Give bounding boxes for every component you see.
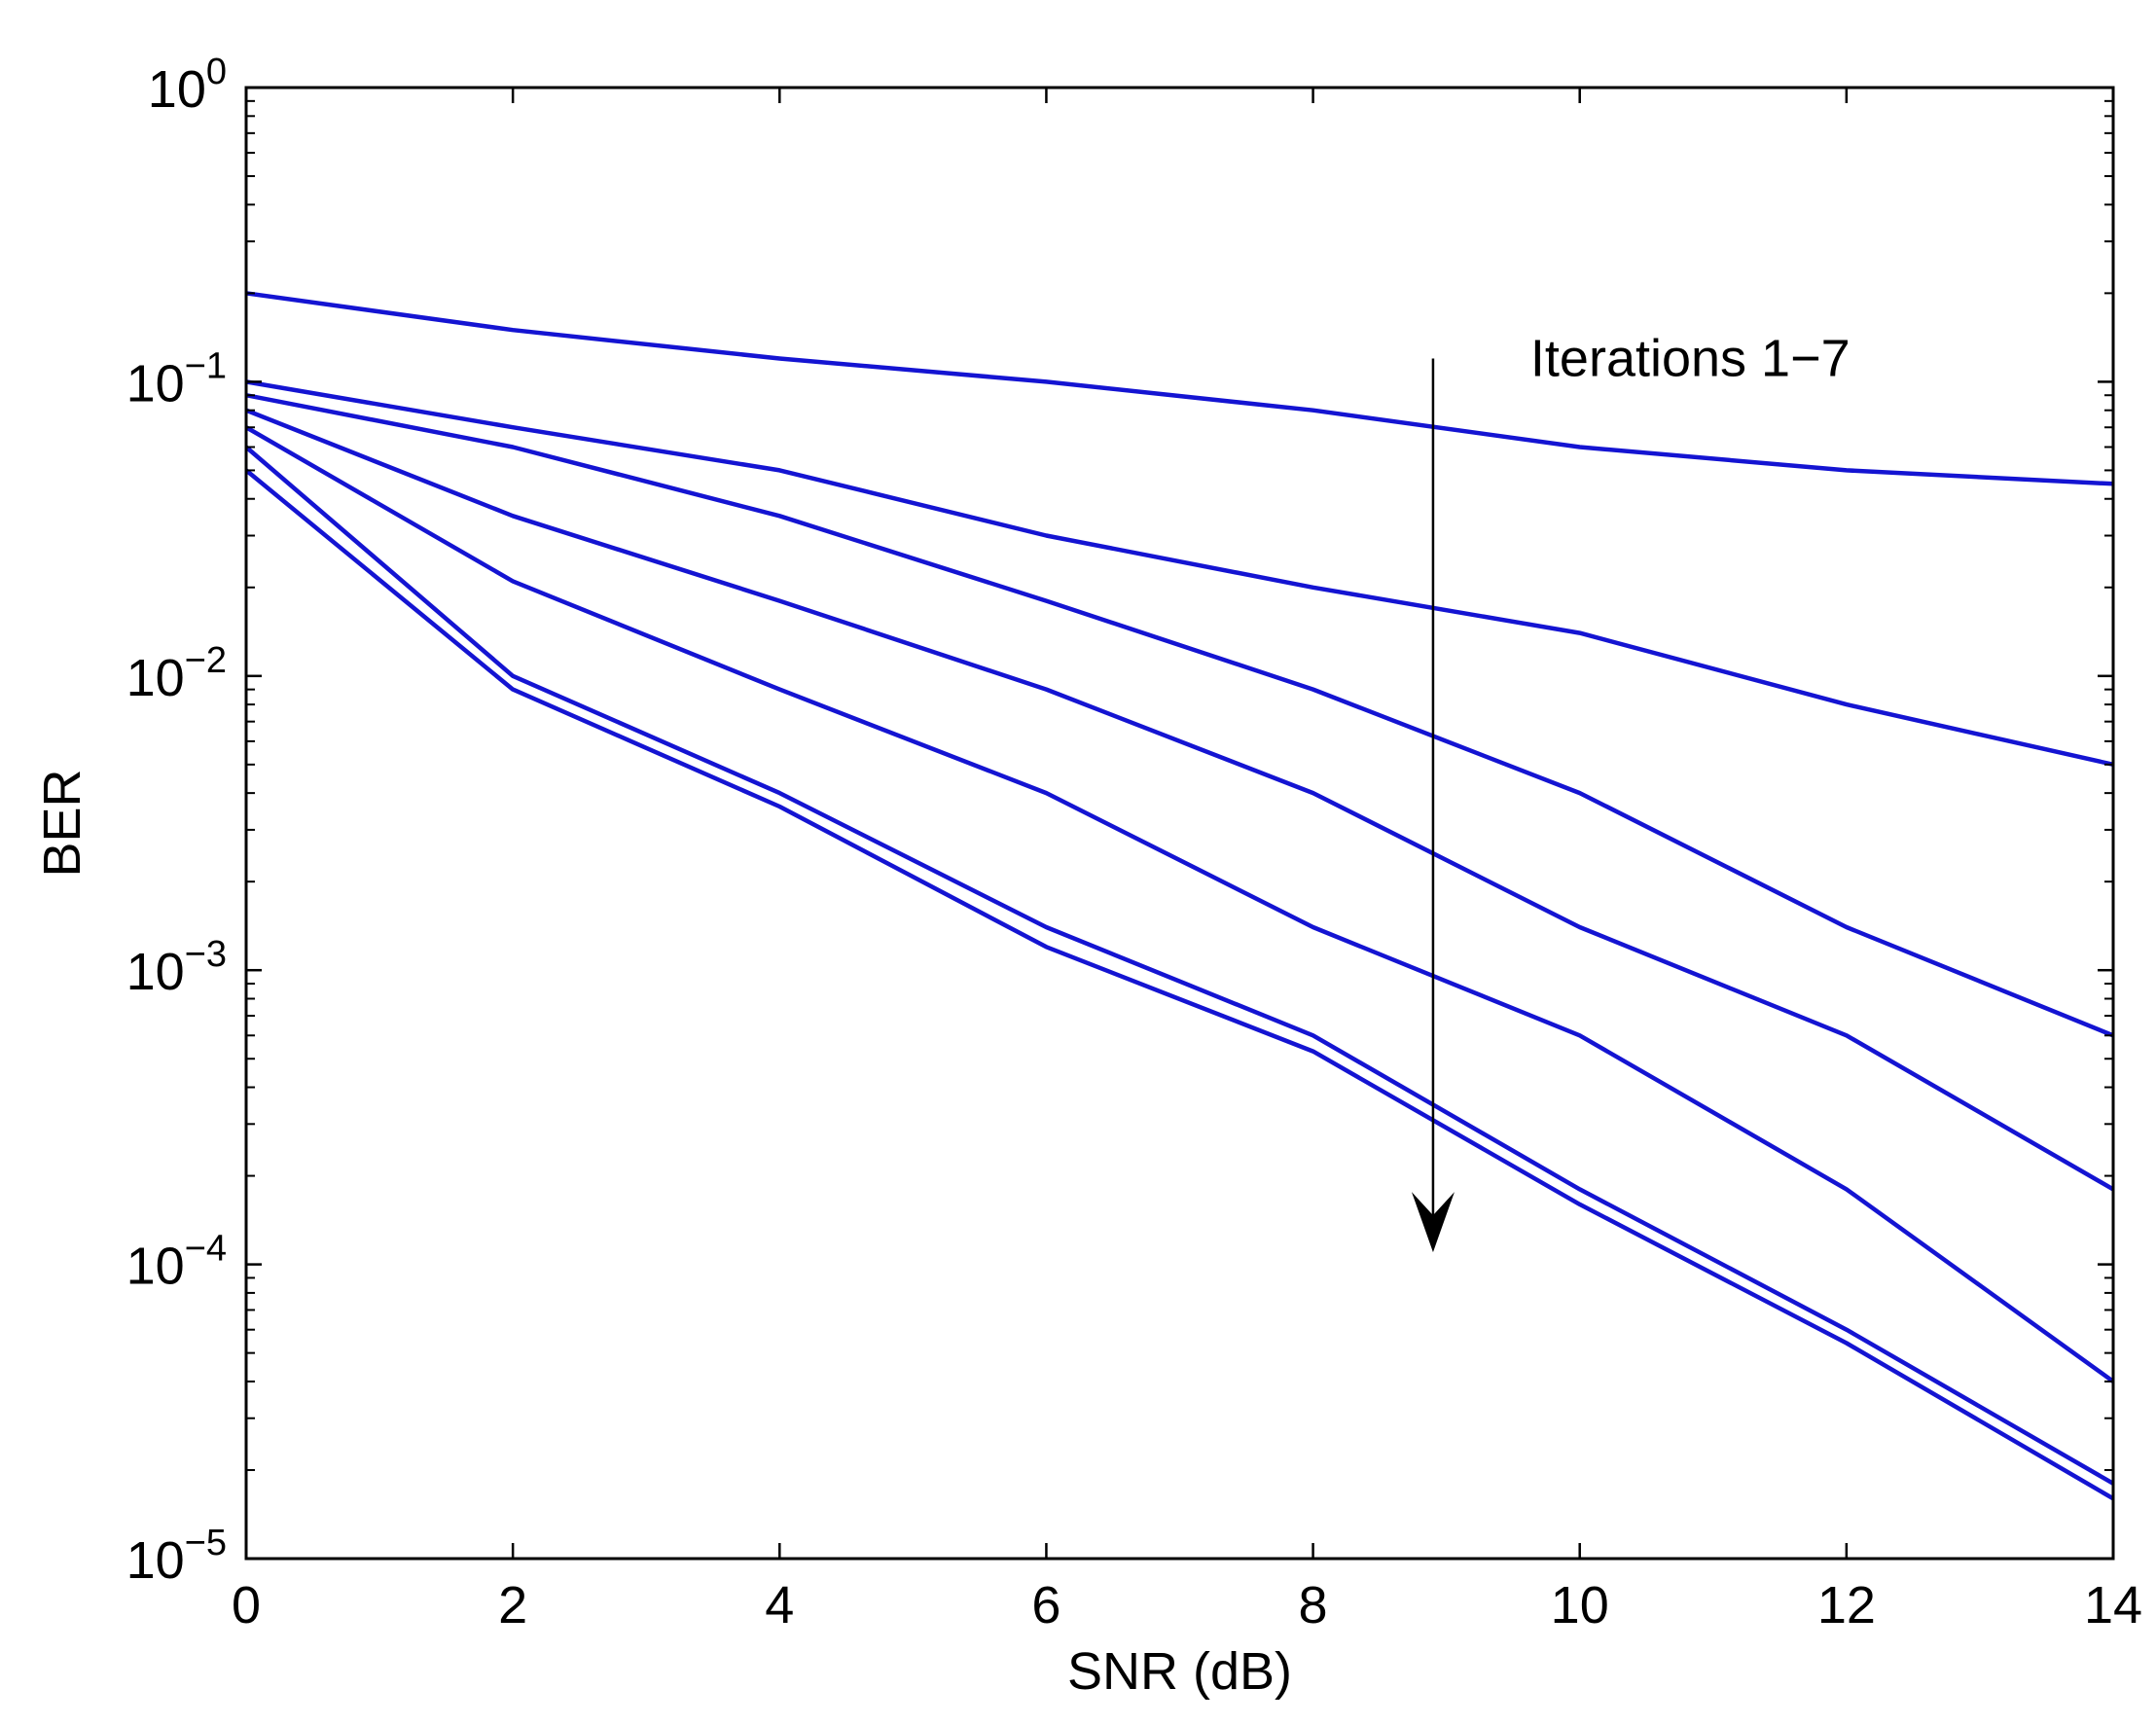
x-tick-label: 8 bbox=[1299, 1576, 1328, 1634]
x-tick-label: 2 bbox=[498, 1576, 527, 1634]
x-tick-label: 6 bbox=[1031, 1576, 1060, 1634]
plot-frame bbox=[244, 86, 2115, 1561]
series-line-7 bbox=[244, 468, 2115, 1501]
x-tick-label: 12 bbox=[1817, 1576, 1876, 1634]
series-line-5 bbox=[244, 425, 2115, 1383]
x-axis-title: SNR (dB) bbox=[1067, 1642, 1292, 1701]
series-line-2 bbox=[245, 379, 2114, 767]
y-axis-title: BER bbox=[33, 769, 91, 877]
x-tick-label: 14 bbox=[2084, 1576, 2142, 1634]
y-tick-label: 10−2 bbox=[126, 640, 227, 707]
y-tick-label: 10−3 bbox=[126, 934, 227, 1001]
series-line-3 bbox=[245, 392, 2114, 1038]
x-tick-label: 0 bbox=[232, 1576, 261, 1634]
annotation-arrow-head bbox=[1411, 1192, 1455, 1253]
y-tick-label: 10−4 bbox=[126, 1229, 227, 1296]
tick-labels-layer: 0 2 4 6 8 10 12 14 100 10−1 10−2 10−3 10−4 10−5 bbox=[126, 52, 2142, 1634]
y-tick-label: 10−5 bbox=[126, 1523, 227, 1590]
annotation-text: Iterations 1−7 bbox=[1530, 329, 1851, 387]
ticks-layer bbox=[244, 86, 2115, 1561]
y-tick-label: 10−1 bbox=[126, 345, 227, 413]
x-tick-label: 4 bbox=[765, 1576, 794, 1634]
series-line-6 bbox=[244, 445, 2115, 1486]
annotation-layer: Iterations 1−7 bbox=[1411, 329, 1851, 1253]
x-tick-label: 10 bbox=[1551, 1576, 1609, 1634]
y-tick-label: 100 bbox=[148, 52, 227, 119]
series-layer bbox=[244, 291, 2115, 1501]
series-line-1 bbox=[245, 291, 2114, 486]
series-line-4 bbox=[245, 408, 2115, 1192]
